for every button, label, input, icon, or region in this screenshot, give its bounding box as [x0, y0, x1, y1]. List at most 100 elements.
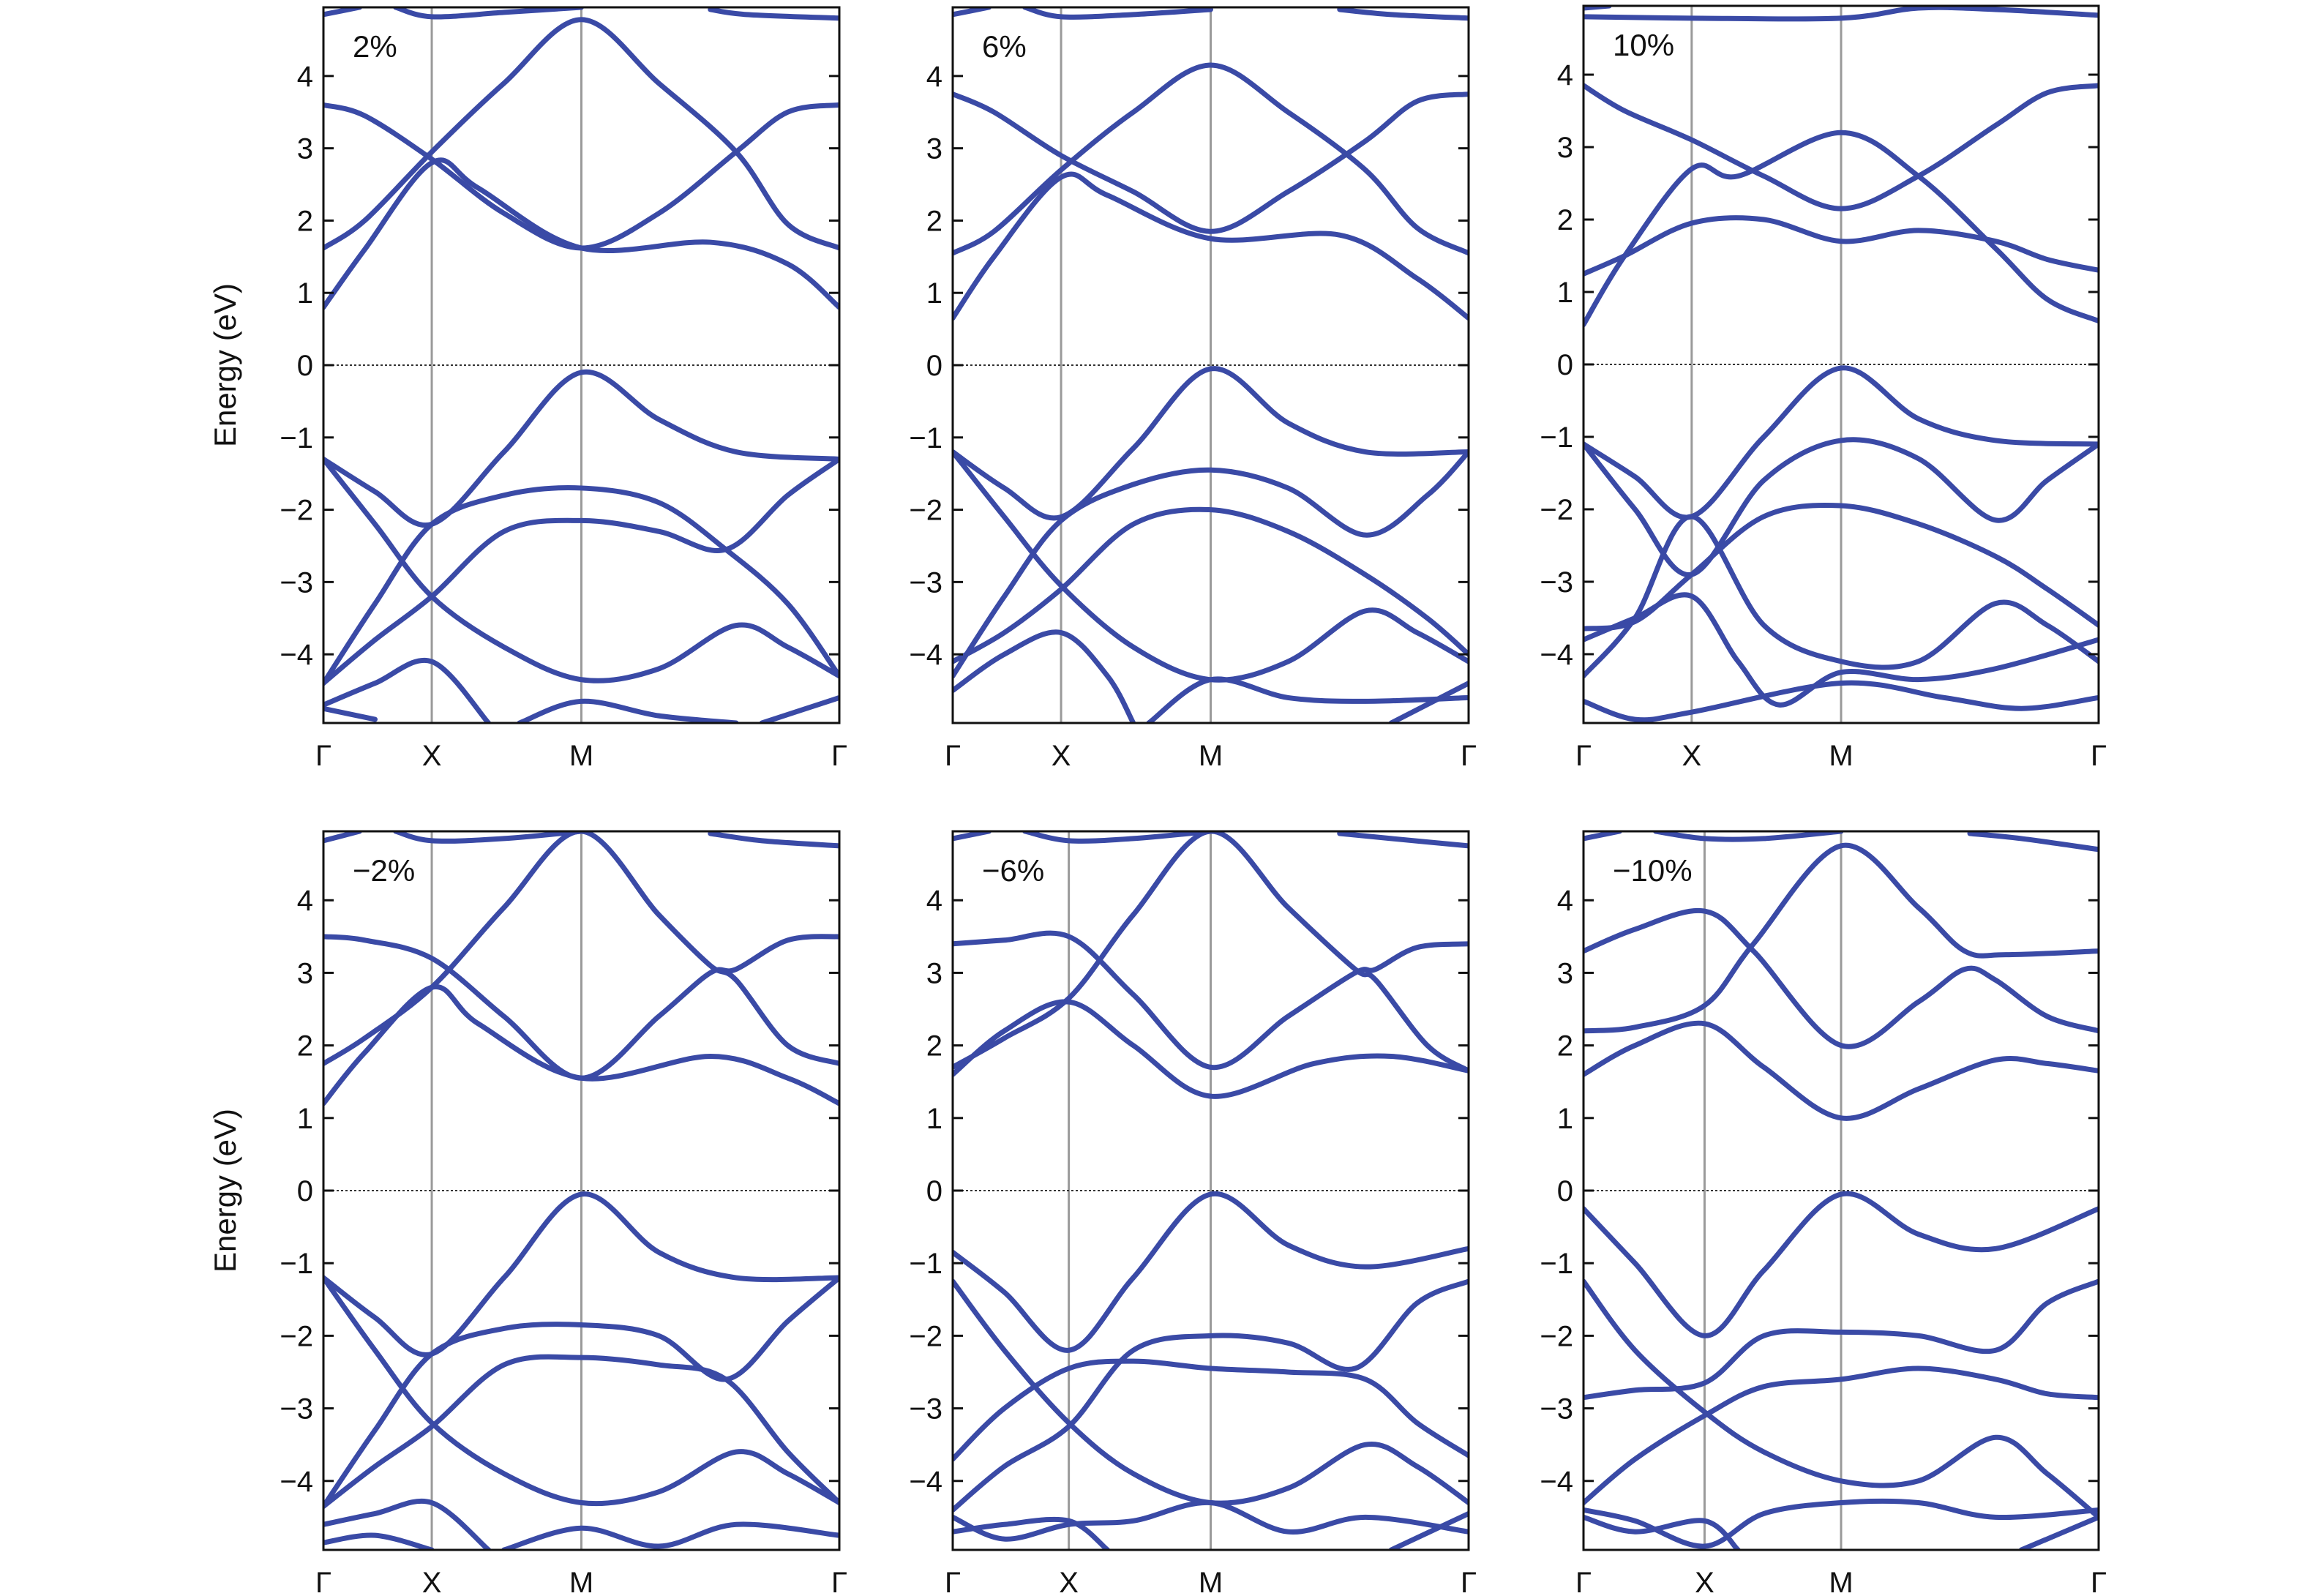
band-line [953, 506, 1469, 664]
y-tick-label: 4 [926, 61, 942, 93]
band-line [1583, 1191, 2099, 1338]
kpoint-label: Γ [945, 740, 961, 772]
kpoint-label: M [1829, 740, 1853, 772]
band-line [1388, 681, 1469, 723]
bands [953, 831, 1469, 1550]
y-tick-label: 3 [1557, 957, 1573, 989]
bands [953, 7, 1469, 723]
kpoint-label: X [1052, 740, 1071, 772]
kpoint-label: M [1199, 1567, 1223, 1596]
band-line [1583, 592, 2099, 708]
strain-label: 10% [1613, 28, 1674, 62]
y-tick-label: 1 [926, 1103, 942, 1135]
band-line [1583, 83, 2099, 211]
band-line [1337, 831, 1469, 849]
bands [323, 7, 839, 723]
y-tick-label: −4 [909, 1466, 942, 1498]
band-line [323, 1275, 839, 1509]
kpoint-label: Γ [2091, 740, 2107, 772]
y-tick-label: 3 [297, 133, 313, 165]
kpoint-label: Γ [1461, 740, 1477, 772]
y-tick-label: 0 [926, 350, 942, 382]
band-panel: −4 −3 −2 −1 0 1 2 3 4 Γ X M Γ 2% Energy (eV) [208, 6, 847, 772]
band-line [1583, 1498, 2099, 1549]
band-line [759, 694, 839, 723]
band-line [393, 831, 584, 844]
band-line [501, 1521, 839, 1550]
y-tick-label: 1 [1557, 1103, 1573, 1135]
band-line [323, 1354, 839, 1509]
kpoint-label: M [1199, 740, 1223, 772]
bands [1583, 6, 2099, 723]
band-line [1146, 676, 1469, 723]
y-tick-label: −1 [280, 422, 313, 454]
y-tick-label: 0 [297, 1175, 313, 1207]
band-line [1022, 7, 1213, 20]
kpoint-label: X [1059, 1567, 1079, 1596]
y-tick-label: −1 [1540, 422, 1573, 454]
band-line [393, 7, 584, 20]
y-tick-label: 0 [1557, 349, 1573, 381]
kpoint-label: M [569, 740, 593, 772]
band-line [323, 1275, 839, 1507]
y-tick-label: −3 [909, 1393, 942, 1425]
y-tick-label: 2 [926, 205, 942, 237]
band-line [953, 1499, 1469, 1542]
strain-label: 2% [353, 29, 397, 64]
y-tick-label: 2 [926, 1030, 942, 1063]
band-line [323, 157, 839, 310]
band-line [1583, 1278, 2099, 1401]
y-axis-label: Energy (eV) [208, 283, 242, 447]
strain-label: −2% [353, 853, 415, 888]
band-panel: −4 −3 −2 −1 0 1 2 3 4 Γ X M Γ −2% Energy (eV) [208, 830, 847, 1596]
y-tick-label: −3 [280, 566, 313, 599]
y-tick-label: −3 [909, 566, 942, 599]
kpoint-label: Γ [1575, 740, 1592, 772]
band-panel: −4 −3 −2 −1 0 1 2 3 4 Γ X M Γ 6% [909, 6, 1477, 772]
band-line [1583, 437, 2099, 577]
strain-label: −6% [982, 853, 1044, 888]
band-line [1583, 1020, 2099, 1121]
band-line [1337, 7, 1469, 21]
y-tick-label: 2 [297, 1030, 313, 1063]
band-line [1967, 831, 2099, 853]
band-line [1583, 365, 2099, 520]
y-tick-label: −3 [280, 1393, 313, 1425]
y-tick-label: −4 [1540, 1466, 1573, 1498]
kpoint-label: Γ [945, 1567, 961, 1596]
y-tick-label: 4 [1557, 885, 1573, 917]
band-line [323, 1532, 435, 1550]
band-line [323, 1498, 492, 1550]
y-tick-label: 0 [297, 350, 313, 382]
y-tick-label: −4 [1540, 639, 1573, 671]
y-axis-label: Energy (eV) [208, 1109, 242, 1273]
y-tick-label: −1 [280, 1248, 313, 1280]
kpoint-label: Γ [1575, 1567, 1592, 1596]
band-line [953, 1358, 1469, 1462]
y-tick-label: −2 [909, 1320, 942, 1352]
y-tick-label: 2 [297, 205, 313, 237]
band-line [1583, 6, 2099, 22]
y-tick-label: −4 [280, 639, 313, 671]
y-tick-label: −2 [1540, 1320, 1573, 1352]
band-line [323, 657, 492, 723]
band-line [953, 91, 1469, 234]
band-line [323, 456, 839, 683]
band-line [2018, 1514, 2099, 1550]
band-line [323, 456, 839, 686]
band-line [953, 831, 1469, 1074]
band-line [953, 449, 1469, 683]
y-tick-label: −4 [280, 1466, 313, 1498]
band-line [1583, 842, 2099, 1034]
band-line [323, 369, 839, 528]
kpoint-label: X [422, 740, 442, 772]
band-panel: −4 −3 −2 −1 0 1 2 3 4 Γ X M Γ −6% [909, 830, 1477, 1596]
band-line [1583, 1514, 1741, 1550]
y-tick-label: −2 [280, 1320, 313, 1352]
band-line [323, 934, 839, 1081]
y-tick-label: −3 [1540, 566, 1573, 599]
band-line [323, 984, 839, 1106]
band-line [1388, 1510, 1469, 1550]
band-line [1583, 130, 2099, 328]
